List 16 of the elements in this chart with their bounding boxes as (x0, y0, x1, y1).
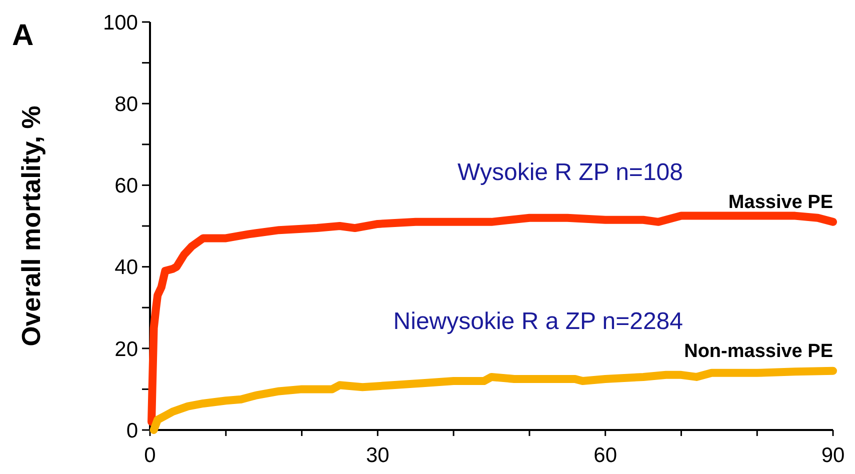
series-label: Non-massive PE (684, 340, 833, 362)
series-label: Massive PE (728, 192, 833, 213)
x-tick-label: 60 (594, 444, 618, 467)
y-tick-label: 0 (126, 419, 138, 442)
y-tick-label: 100 (102, 11, 138, 34)
y-tick-label: 80 (114, 92, 138, 116)
annotation: Niewysokie R a ZP n=2284 (393, 308, 683, 335)
x-tick-label: 30 (366, 444, 390, 467)
y-tick-label: 60 (114, 174, 138, 198)
chart-title: A (12, 19, 34, 52)
y-tick-label: 20 (114, 338, 138, 361)
x-tick-label: 0 (144, 444, 156, 467)
annotation: Wysokie R ZP n=108 (458, 158, 683, 186)
y-axis-title: Overall mortality, % (16, 106, 46, 346)
y-tick-label: 40 (114, 256, 138, 280)
x-tick-label: 90 (821, 444, 845, 467)
